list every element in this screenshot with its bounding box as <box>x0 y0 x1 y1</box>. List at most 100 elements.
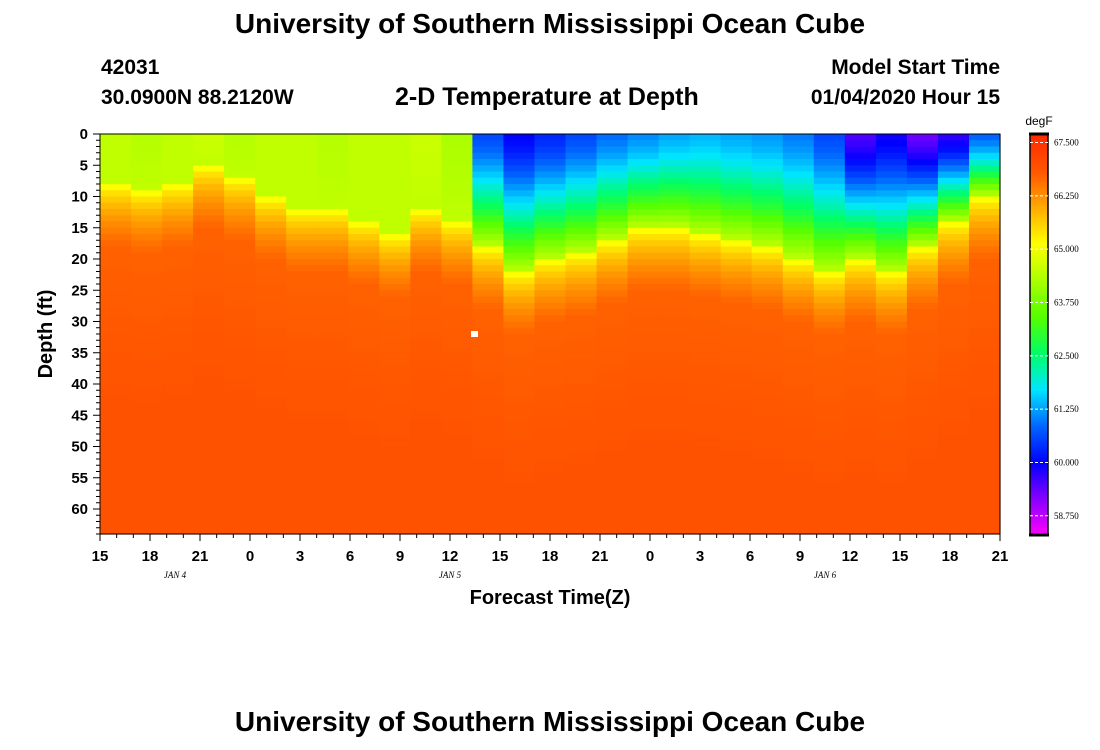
heatmap-cell <box>565 215 598 223</box>
heatmap-cell <box>255 359 287 366</box>
heatmap-cell <box>286 227 318 235</box>
heatmap-cell <box>534 152 567 160</box>
heatmap-cell <box>906 459 939 466</box>
heatmap-cell <box>937 409 970 416</box>
heatmap-cell <box>162 515 194 523</box>
heatmap-cell <box>317 521 349 529</box>
heatmap-cell <box>441 177 474 185</box>
heatmap-cell <box>689 477 722 485</box>
heatmap-cell <box>968 477 1001 485</box>
heatmap-cell <box>689 234 722 241</box>
heatmap-cell <box>162 234 194 241</box>
heatmap-cell <box>565 265 598 273</box>
heatmap-cell <box>131 252 163 260</box>
heatmap-cell <box>906 377 939 385</box>
heatmap-cell <box>193 496 225 504</box>
heatmap-cell <box>441 359 474 366</box>
heatmap-cell <box>844 284 877 291</box>
heatmap-cell <box>968 359 1001 366</box>
heatmap-cell <box>937 515 970 523</box>
colorbar-swatch <box>1030 344 1048 348</box>
heatmap-cell <box>937 252 970 260</box>
heatmap-cell <box>286 152 318 160</box>
heatmap-cell <box>441 477 474 485</box>
heatmap-cell <box>906 209 939 216</box>
heatmap-cell <box>689 396 722 404</box>
heatmap-cell <box>596 315 629 323</box>
heatmap-cell <box>751 209 784 216</box>
colorbar-swatch <box>1030 366 1048 370</box>
heatmap-cell <box>100 296 132 304</box>
heatmap-cell <box>193 246 225 254</box>
heatmap-cell <box>627 321 660 329</box>
heatmap-cell <box>565 315 598 323</box>
heatmap-cell <box>627 359 660 366</box>
heatmap-cell <box>100 352 132 360</box>
heatmap-cell <box>565 159 598 166</box>
y-tick-label: 30 <box>71 314 88 331</box>
heatmap-cell <box>813 240 846 248</box>
heatmap-cell <box>937 315 970 323</box>
heatmap-cell <box>534 440 567 448</box>
heatmap-cell <box>503 302 536 310</box>
heatmap-cell <box>410 315 442 323</box>
colorbar-swatch <box>1030 294 1048 297</box>
heatmap-cell <box>379 321 411 329</box>
heatmap-cell <box>255 346 287 354</box>
heatmap-cell <box>441 459 474 466</box>
heatmap-cell <box>410 171 442 179</box>
colorbar-swatch <box>1030 174 1048 177</box>
heatmap-cell <box>937 340 970 348</box>
heatmap-cell <box>503 215 536 223</box>
x-axis-label: Forecast Time(Z) <box>470 587 631 609</box>
heatmap-cell <box>162 402 194 410</box>
heatmap-cell <box>441 146 474 154</box>
heatmap-cell <box>193 302 225 310</box>
heatmap-cell <box>689 427 722 435</box>
heatmap-cell <box>689 171 722 179</box>
heatmap-cell <box>348 377 380 385</box>
heatmap-cell <box>162 302 194 310</box>
heatmap-cell <box>317 377 349 385</box>
heatmap-cell <box>968 371 1001 379</box>
heatmap-cell <box>968 215 1001 223</box>
heatmap-cell <box>255 477 287 485</box>
colorbar-swatch <box>1030 380 1048 384</box>
heatmap-cell <box>627 384 660 391</box>
heatmap-cell <box>162 521 194 529</box>
heatmap-cell <box>410 252 442 260</box>
heatmap-cell <box>472 177 505 185</box>
heatmap-cell <box>844 209 877 216</box>
heatmap-cell <box>100 302 132 310</box>
heatmap-cell <box>317 321 349 329</box>
heatmap-cell <box>751 409 784 416</box>
heatmap-cell <box>255 159 287 166</box>
heatmap-cell <box>317 252 349 260</box>
heatmap-cell <box>906 227 939 235</box>
heatmap-cell <box>410 165 442 173</box>
heatmap-cell <box>348 327 380 335</box>
heatmap-cell <box>503 284 536 291</box>
heatmap-cell <box>937 502 970 510</box>
heatmap-cell <box>534 409 567 416</box>
heatmap-cell <box>875 215 908 223</box>
heatmap-cell <box>348 471 380 479</box>
heatmap-cell <box>503 152 536 160</box>
heatmap-cell <box>224 477 256 485</box>
heatmap-cell <box>875 421 908 429</box>
heatmap-cell <box>317 465 349 473</box>
heatmap-cell <box>193 352 225 360</box>
date-label: JAN 5 <box>439 570 462 580</box>
heatmap-cell <box>844 159 877 166</box>
colorbar-swatch <box>1030 360 1048 364</box>
colorbar-swatch <box>1030 464 1048 468</box>
colorbar-tick-label: 61.250 <box>1054 404 1079 414</box>
colorbar-swatch <box>1030 444 1048 448</box>
x-tick-label: 3 <box>296 548 304 565</box>
heatmap-cell <box>379 159 411 166</box>
heatmap-cell <box>596 371 629 379</box>
colorbar-swatch <box>1030 170 1048 173</box>
heatmap-cell <box>472 452 505 460</box>
heatmap-cell <box>472 415 505 423</box>
